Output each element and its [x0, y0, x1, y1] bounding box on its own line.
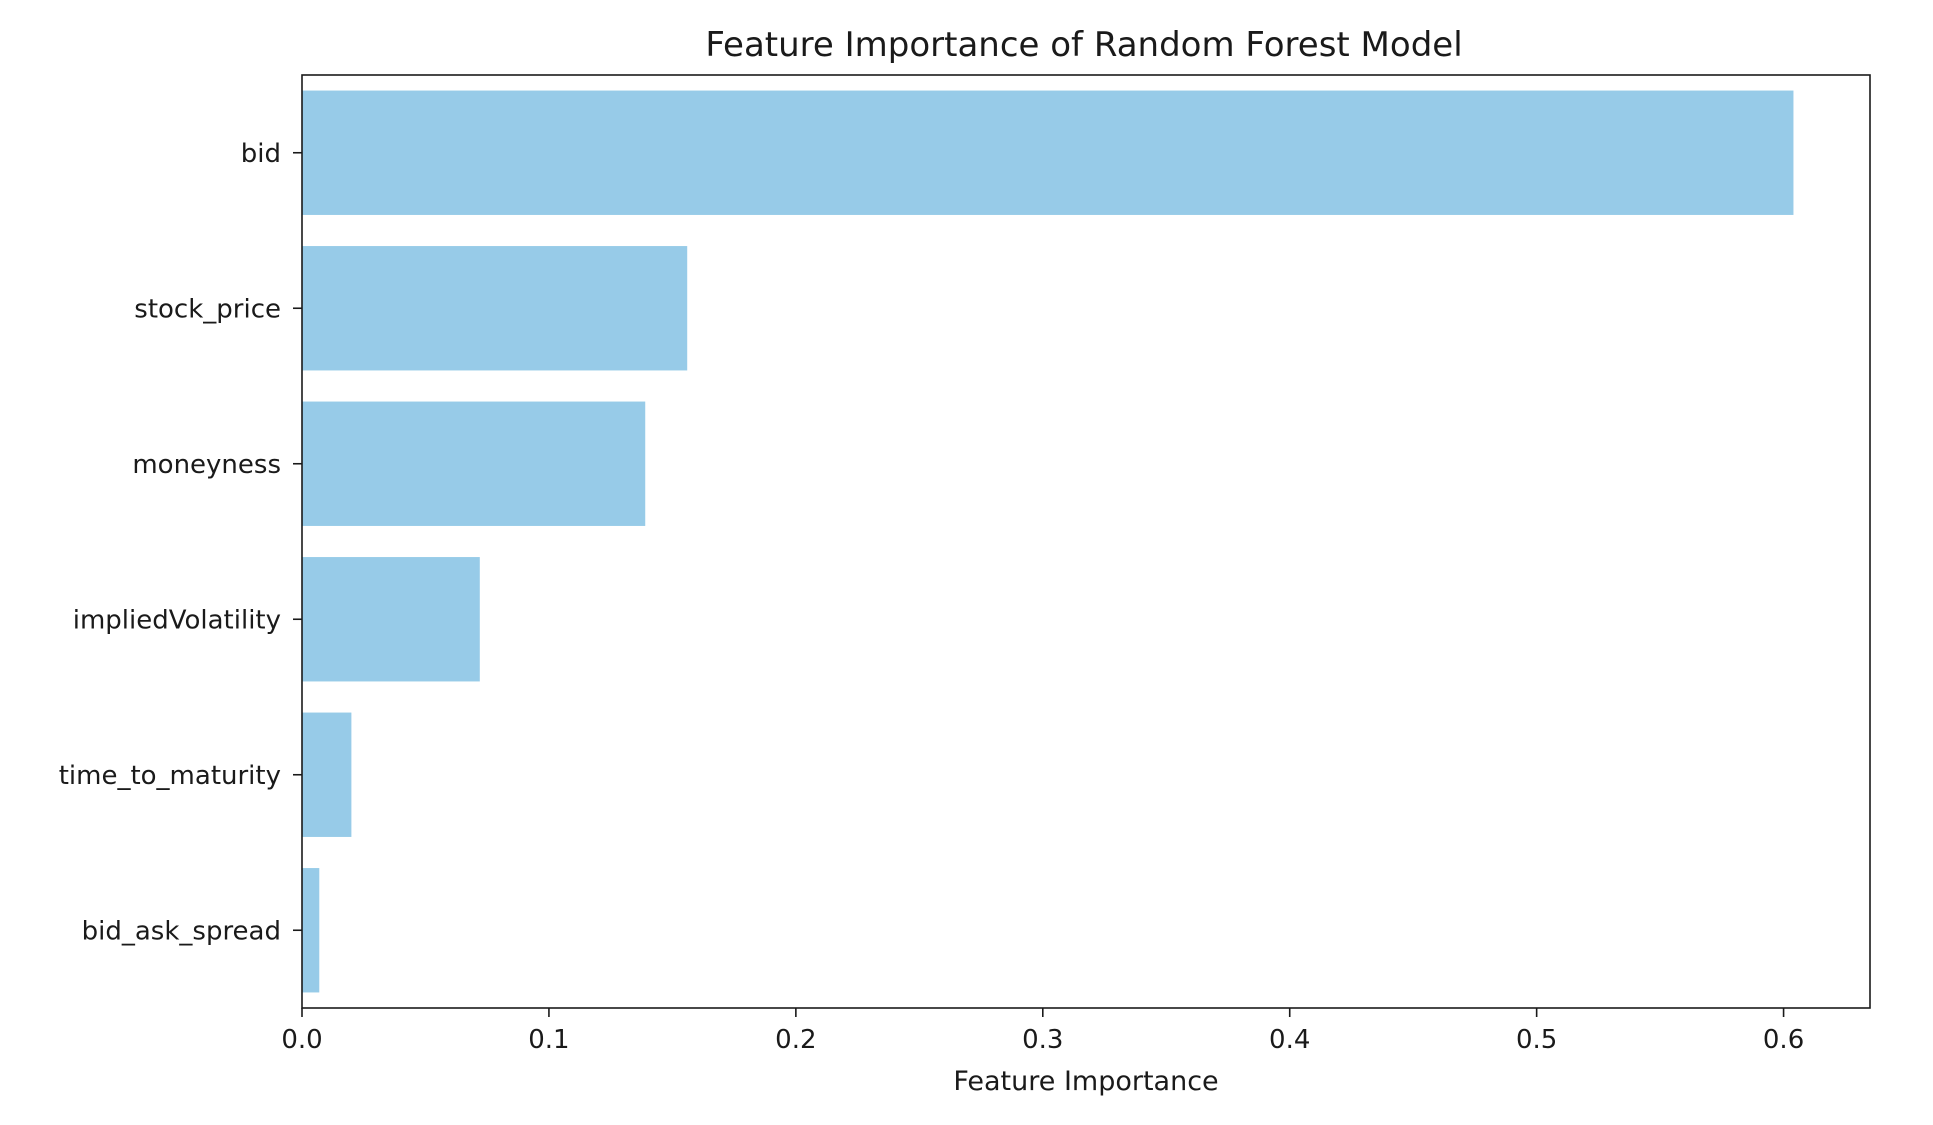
y-axis: bid stock_price moneyness impliedVolatility…	[59, 139, 302, 946]
y-tick-label-moneyness: moneyness	[132, 450, 281, 480]
y-tick-label-bid-ask-spread: bid_ask_spread	[82, 916, 281, 946]
y-tick-label-stock-price: stock_price	[134, 294, 281, 324]
bar-time-to-maturity	[302, 712, 352, 837]
bar-stock-price	[302, 246, 688, 371]
bar-bid-ask-spread	[302, 868, 320, 993]
chart-title: Feature Importance of Random Forest Mode…	[705, 25, 1462, 65]
x-axis: 0.0 0.1 0.2 0.3 0.4 0.5 0.6	[281, 1008, 1804, 1055]
x-tick-label: 0.4	[1269, 1025, 1310, 1055]
x-tick-label: 0.0	[281, 1025, 322, 1055]
y-tick-label-bid: bid	[241, 139, 281, 169]
bar-moneyness	[302, 401, 646, 526]
bars-layer	[302, 90, 1794, 993]
y-tick-label-time-to-maturity: time_to_maturity	[59, 761, 281, 791]
x-tick-label: 0.3	[1022, 1025, 1063, 1055]
x-tick-label: 0.1	[528, 1025, 569, 1055]
plot-frame	[301, 74, 1871, 1009]
y-tick-label-impliedvolatility: impliedVolatility	[73, 605, 281, 635]
x-axis-label: Feature Importance	[953, 1066, 1218, 1097]
x-tick-label: 0.2	[775, 1025, 816, 1055]
x-tick-label: 0.5	[1516, 1025, 1557, 1055]
bar-impliedvolatility	[302, 557, 480, 682]
bar-bid	[302, 90, 1794, 215]
x-tick-label: 0.6	[1763, 1025, 1804, 1055]
